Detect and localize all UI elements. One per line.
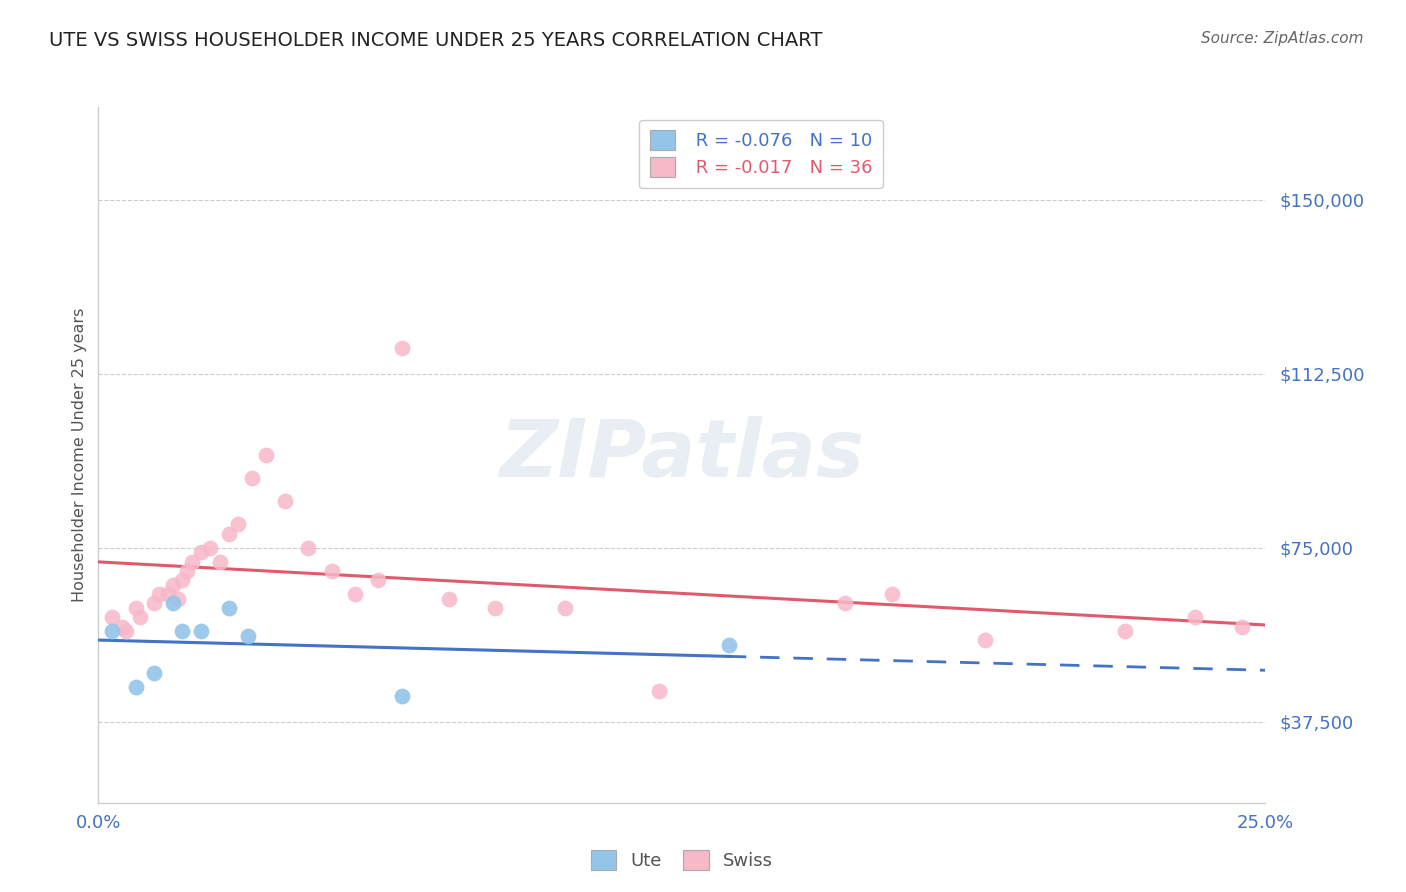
Point (647, 684, 669, 698)
Point (200, 541, 222, 555)
Point (162, 578, 184, 592)
Point (256, 448, 278, 462)
Point (236, 629, 259, 643)
Point (129, 610, 152, 624)
Point (484, 601, 506, 615)
Point (218, 526, 240, 541)
Point (717, 638, 740, 652)
Point (554, 601, 576, 615)
Point (274, 494, 297, 508)
Point (180, 555, 202, 569)
Text: UTE VS SWISS HOUSEHOLDER INCOME UNDER 25 YEARS CORRELATION CHART: UTE VS SWISS HOUSEHOLDER INCOME UNDER 25… (49, 31, 823, 50)
Point (321, 564, 343, 578)
Point (148, 587, 170, 601)
Point (297, 541, 319, 555)
Point (166, 591, 188, 606)
Point (101, 610, 124, 624)
Point (1230, 619, 1253, 633)
Point (190, 545, 212, 559)
Point (176, 564, 198, 578)
Text: ZIPatlas: ZIPatlas (499, 416, 865, 494)
Point (1184, 610, 1206, 624)
Point (101, 624, 124, 639)
Point (157, 587, 180, 601)
Point (391, 689, 413, 703)
Point (228, 517, 250, 532)
Point (162, 596, 184, 610)
Point (974, 633, 997, 648)
Point (208, 555, 231, 569)
Text: Source: ZipAtlas.com: Source: ZipAtlas.com (1201, 31, 1364, 46)
Point (437, 591, 460, 606)
Y-axis label: Householder Income Under 25 years: Householder Income Under 25 years (72, 308, 87, 602)
Point (218, 601, 240, 615)
Point (880, 587, 903, 601)
Point (1114, 624, 1136, 639)
Point (143, 665, 166, 680)
Point (111, 619, 134, 633)
Point (190, 624, 212, 639)
Point (115, 624, 138, 639)
Point (172, 573, 194, 587)
Point (834, 596, 856, 610)
Point (125, 601, 148, 615)
Point (125, 680, 148, 694)
Point (344, 587, 367, 601)
Point (367, 573, 389, 587)
Point (242, 471, 264, 485)
Point (143, 596, 166, 610)
Point (172, 624, 194, 639)
Legend: Ute, Swiss: Ute, Swiss (583, 843, 780, 877)
Point (391, 341, 413, 355)
